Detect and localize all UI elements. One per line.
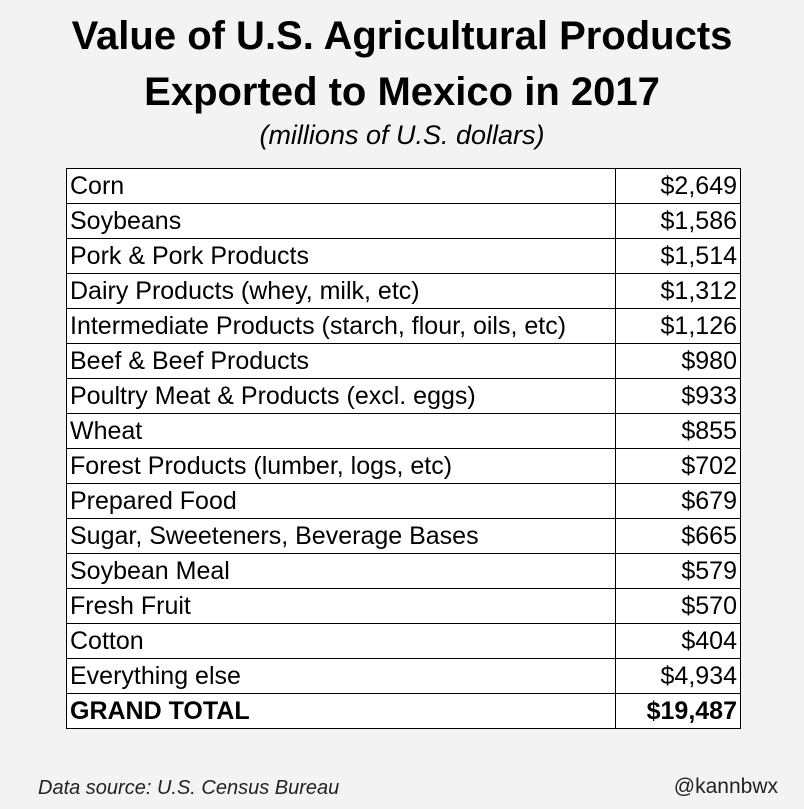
category-value: $579 [615,553,741,589]
category-label: Sugar, Sweeteners, Beverage Bases [66,518,616,554]
category-label: Fresh Fruit [66,588,616,624]
category-label: Wheat [66,413,616,449]
category-value: $665 [615,518,741,554]
category-value: $2,649 [615,168,741,204]
chart-subtitle: (millions of U.S. dollars) [259,120,545,150]
export-value-table: Corn $2,649 Soybeans $1,586 Pork & Pork Prod… [66,168,741,729]
category-value: $933 [615,378,741,414]
category-label: Intermediate Products (starch, flour, oi… [66,308,616,344]
author-handle: @kannbwx [673,775,778,798]
category-label: Soybean Meal [66,553,616,589]
category-label: Forest Products (lumber, logs, etc) [66,448,616,484]
table-row: Sugar, Sweeteners, Beverage Bases $665 [66,518,741,554]
category-value: $855 [615,413,741,449]
category-value: $4,934 [615,658,741,694]
table-row: Dairy Products (whey, milk, etc) $1,312 [66,273,741,309]
table-row: Beef & Beef Products $980 [66,343,741,379]
category-value: $570 [615,588,741,624]
total-value: $19,487 [615,693,741,729]
table-row: Everything else $4,934 [66,658,741,694]
table-row: Corn $2,649 [66,168,741,204]
category-label: Dairy Products (whey, milk, etc) [66,273,616,309]
category-label: Poultry Meat & Products (excl. eggs) [66,378,616,414]
table-row: Cotton $404 [66,623,741,659]
table-row: Wheat $855 [66,413,741,449]
total-row: GRAND TOTAL $19,487 [66,693,741,729]
table-row: Intermediate Products (starch, flour, oi… [66,308,741,344]
category-value: $702 [615,448,741,484]
category-value: $1,126 [615,308,741,344]
category-label: Soybeans [66,203,616,239]
category-value: $404 [615,623,741,659]
table-row: Fresh Fruit $570 [66,588,741,624]
category-label: Pork & Pork Products [66,238,616,274]
category-label: Prepared Food [66,483,616,519]
category-label: Beef & Beef Products [66,343,616,379]
table-body: Corn $2,649 Soybeans $1,586 Pork & Pork Prod… [66,168,741,729]
chart-title-line-1: Value of U.S. Agricultural Products [71,14,733,58]
table-row: Soybean Meal $579 [66,553,741,589]
category-label: Cotton [66,623,616,659]
category-value: $980 [615,343,741,379]
category-value: $1,514 [615,238,741,274]
data-source: Data source: U.S. Census Bureau [38,777,340,799]
table-row: Pork & Pork Products $1,514 [66,238,741,274]
table-row: Prepared Food $679 [66,483,741,519]
category-value: $679 [615,483,741,519]
category-value: $1,312 [615,273,741,309]
table-row: Poultry Meat & Products (excl. eggs) $933 [66,378,741,414]
chart-title-line-2: Exported to Mexico in 2017 [144,70,660,114]
category-label: Everything else [66,658,616,694]
category-value: $1,586 [615,203,741,239]
category-label: Corn [66,168,616,204]
table-row: Forest Products (lumber, logs, etc) $702 [66,448,741,484]
table-row: Soybeans $1,586 [66,203,741,239]
total-label: GRAND TOTAL [66,693,616,729]
